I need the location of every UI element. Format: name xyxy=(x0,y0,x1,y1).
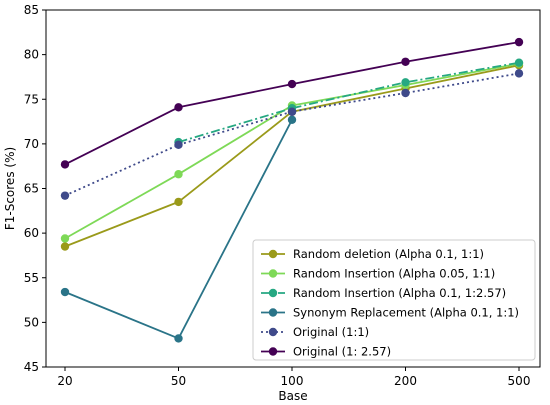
series-5-point xyxy=(60,160,70,169)
series-5-point xyxy=(401,57,410,66)
y-tick-label: 55 xyxy=(24,271,39,285)
series-3-point xyxy=(174,334,183,343)
legend-swatch-marker xyxy=(268,347,278,356)
series-4-point xyxy=(60,191,70,200)
series-4-point xyxy=(174,140,183,149)
legend-swatch-marker xyxy=(268,249,278,259)
x-tick-label: 20 xyxy=(57,374,72,388)
series-5-point xyxy=(287,79,297,89)
series-2-point xyxy=(401,78,410,87)
series-4-point xyxy=(514,69,524,78)
series-2-point xyxy=(514,58,524,67)
y-tick-label: 50 xyxy=(24,315,39,329)
legend-swatch-marker xyxy=(268,327,278,337)
legend-label: Original (1: 2.57) xyxy=(293,345,391,359)
y-tick-label: 85 xyxy=(24,3,39,17)
legend-swatch-marker xyxy=(268,288,278,298)
y-tick-label: 65 xyxy=(24,182,39,196)
series-4-point xyxy=(401,88,410,98)
x-tick-label: 50 xyxy=(171,374,186,388)
y-tick-label: 70 xyxy=(24,137,39,151)
y-axis-label: F1-Scores (%) xyxy=(3,147,17,230)
x-tick-label: 200 xyxy=(394,374,417,388)
legend-swatch-marker xyxy=(268,308,278,317)
legend-label: Random Insertion (Alpha 0.1, 1:2.57) xyxy=(293,286,506,300)
series-5-point xyxy=(514,37,524,47)
series-4-point xyxy=(287,107,297,116)
series-line-2 xyxy=(178,61,520,143)
y-tick-label: 75 xyxy=(24,92,39,106)
series-3-point xyxy=(287,115,297,124)
series-3-point xyxy=(60,287,70,297)
series-line-0 xyxy=(64,64,520,248)
series-5-point xyxy=(174,103,183,112)
series-0-point xyxy=(174,197,183,207)
legend-label: Random deletion (Alpha 0.1, 1:1) xyxy=(293,247,484,261)
legend-label: Random Insertion (Alpha 0.05, 1:1) xyxy=(293,267,495,281)
legend-swatch-marker xyxy=(268,269,278,278)
series-line-1 xyxy=(64,62,520,240)
series-0-point xyxy=(60,242,70,251)
x-axis-label: Base xyxy=(278,389,307,403)
series-line-4 xyxy=(64,72,520,197)
x-tick-label: 500 xyxy=(508,374,531,388)
series-1-point xyxy=(60,234,70,243)
y-tick-label: 60 xyxy=(24,226,39,240)
legend-label: Synonym Replacement (Alpha 0.1, 1:1) xyxy=(293,306,519,320)
y-tick-label: 45 xyxy=(24,360,39,374)
series-1-point xyxy=(174,170,183,179)
y-tick-label: 80 xyxy=(24,48,39,62)
legend-label: Original (1:1) xyxy=(293,325,369,339)
x-tick-label: 100 xyxy=(281,374,304,388)
legend-box xyxy=(252,239,536,361)
